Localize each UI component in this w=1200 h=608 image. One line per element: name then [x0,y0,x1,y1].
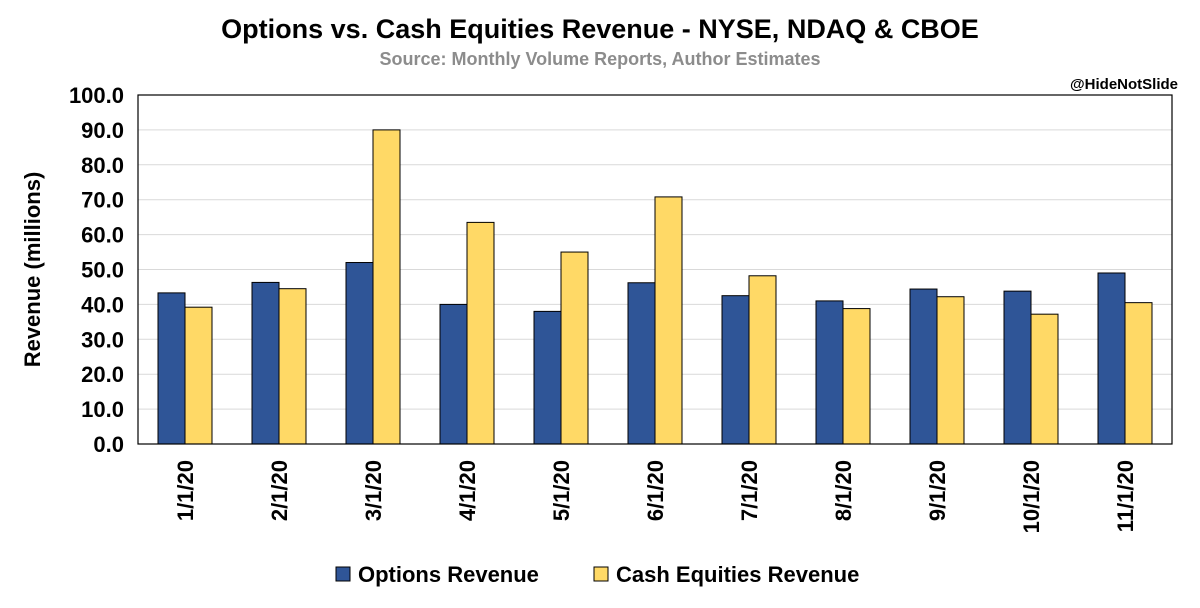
y-tick-label: 40.0 [81,292,124,317]
legend-swatch-cash-equities [593,566,609,582]
y-tick-label: 0.0 [93,432,124,457]
bar-cash-equities-revenue [184,306,213,445]
y-tick-label: 70.0 [81,188,124,213]
bar-options-revenue [909,288,938,445]
y-tick-label: 80.0 [81,153,124,178]
y-axis-ticks: 0.0 10.0 20.0 30.0 40.0 50.0 60.0 70.0 80.0 90.0 1… [69,83,124,457]
bar-options-revenue [815,300,844,445]
y-tick-label: 90.0 [81,118,124,143]
bar-cash-equities-revenue [748,275,777,445]
bar-cash-equities-revenue [936,296,965,445]
bar-options-revenue [1003,290,1032,445]
y-tick-label: 60.0 [81,223,124,248]
chart-subtitle: Source: Monthly Volume Reports, Author E… [379,49,821,69]
x-tick-label: 10/1/20 [1019,460,1044,533]
x-tick-label: 2/1/20 [267,460,292,521]
x-tick-label: 3/1/20 [361,460,386,521]
bar-options-revenue [533,310,562,445]
bar-cash-equities-revenue [466,221,495,445]
bar-cash-equities-revenue [1124,302,1153,445]
bar-cash-equities-revenue [654,196,683,445]
y-tick-label: 30.0 [81,327,124,352]
bar-options-revenue [439,303,468,445]
bar-options-revenue [1097,272,1126,445]
bar-options-revenue [345,262,374,445]
legend: Options Revenue Cash Equities Revenue [335,562,859,587]
bars [157,129,1153,445]
y-tick-label: 100.0 [69,83,124,108]
bar-cash-equities-revenue [278,288,307,445]
bar-options-revenue [721,295,750,445]
legend-swatch-options [335,566,351,582]
bar-options-revenue [157,292,186,445]
y-tick-label: 10.0 [81,397,124,422]
y-tick-label: 20.0 [81,362,124,387]
bar-cash-equities-revenue [372,129,401,445]
bar-cash-equities-revenue [1030,313,1059,445]
legend-label-options: Options Revenue [358,562,539,587]
x-tick-label: 1/1/20 [173,460,198,521]
x-tick-label: 9/1/20 [925,460,950,521]
bar-options-revenue [627,282,656,445]
legend-label-cash-equities: Cash Equities Revenue [616,562,859,587]
x-tick-label: 11/1/20 [1113,460,1138,532]
x-axis-ticks: 1/1/20 2/1/20 3/1/20 4/1/20 5/1/20 6/1/20 7/1/… [173,460,1138,533]
watermark-handle: @HideNotSlide [1070,76,1178,93]
bar-cash-equities-revenue [560,251,589,445]
plot-area-border [137,94,1173,445]
y-tick-label: 50.0 [81,258,124,283]
x-tick-label: 4/1/20 [455,460,480,521]
x-tick-label: 6/1/20 [643,460,668,521]
chart-title: Options vs. Cash Equities Revenue - NYSE… [221,14,979,44]
bar-options-revenue [251,281,280,445]
x-tick-label: 7/1/20 [737,460,762,521]
x-tick-label: 5/1/20 [549,460,574,521]
y-axis-label: Revenue (millions) [20,172,45,368]
bar-cash-equities-revenue [842,308,871,445]
x-tick-label: 8/1/20 [831,460,856,521]
